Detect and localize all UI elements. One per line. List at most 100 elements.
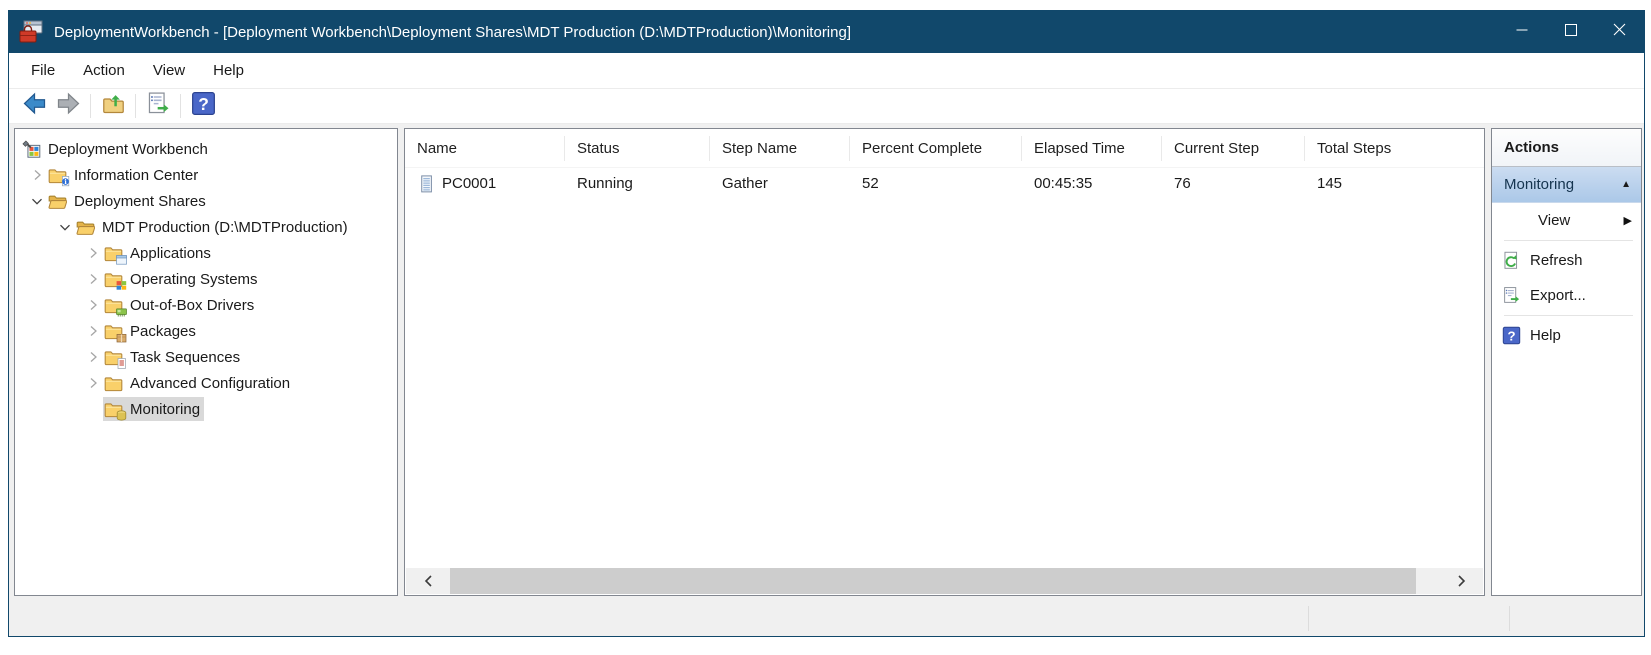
- tree-item-label: Operating Systems: [130, 270, 258, 288]
- title-bar: DeploymentWorkbench - [Deployment Workbe…: [9, 11, 1644, 53]
- tree-item-deployment-workbench[interactable]: Deployment Workbench: [15, 136, 397, 162]
- toolbar-separator: [180, 94, 181, 118]
- chevron-collapsed-icon[interactable]: [83, 374, 103, 392]
- chevron-collapsed-icon[interactable]: [83, 348, 103, 366]
- actions-separator: [1504, 315, 1633, 316]
- cell-percent-complete: 52: [850, 175, 1022, 192]
- tree-item-operating-systems[interactable]: Operating Systems: [15, 266, 397, 292]
- chevron-expanded-icon[interactable]: [27, 192, 47, 210]
- tree-item-mdt-production-d-mdtproduction[interactable]: MDT Production (D:\MDTProduction): [15, 214, 397, 240]
- column-header-total-steps[interactable]: Total Steps: [1305, 136, 1484, 161]
- app-icon: [18, 19, 44, 45]
- menu-view[interactable]: View: [152, 62, 186, 79]
- folder-driver-icon: [104, 296, 127, 316]
- tree-item-surface: Operating Systems: [103, 267, 262, 291]
- work-area: Deployment Workbench i Information Center D…: [9, 124, 1644, 601]
- tree-item-packages[interactable]: Packages: [15, 318, 397, 344]
- tree-item-surface: Advanced Configuration: [103, 371, 294, 395]
- chevron-spacer: [83, 400, 103, 418]
- column-header-label: Status: [577, 139, 620, 157]
- tree-item-advanced-configuration[interactable]: Advanced Configuration: [15, 370, 397, 396]
- close-button[interactable]: [1595, 11, 1644, 53]
- minimize-button[interactable]: [1497, 11, 1546, 53]
- maximize-button[interactable]: [1546, 11, 1595, 53]
- chevron-collapsed-icon[interactable]: [83, 270, 103, 288]
- tree-item-surface: Monitoring: [103, 397, 205, 421]
- cell-status: Running: [565, 175, 710, 192]
- table-row-pc0001[interactable]: PC0001 Running Gather 52 00:45:35 76 145: [405, 168, 1484, 199]
- back-button[interactable]: [17, 91, 51, 121]
- cell-text: 76: [1174, 175, 1191, 192]
- scrollbar-thumb[interactable]: [450, 568, 1416, 594]
- status-bar-separator: [1509, 606, 1510, 631]
- tree-item-label: Out-of-Box Drivers: [130, 296, 255, 314]
- help-button[interactable]: ?: [186, 91, 220, 121]
- chevron-collapsed-icon[interactable]: [83, 296, 103, 314]
- column-header-status[interactable]: Status: [565, 135, 710, 161]
- folder-package-icon: [104, 322, 127, 342]
- cell-text: Gather: [722, 175, 768, 192]
- tree-item-label: Packages: [130, 322, 196, 340]
- action-label: Help: [1530, 327, 1561, 344]
- refresh-icon: [1502, 251, 1522, 270]
- status-bar: [9, 601, 1644, 636]
- listview-body: PC0001 Running Gather 52 00:45:35 76 145: [405, 168, 1484, 199]
- tree-item-surface: i Information Center: [47, 163, 202, 187]
- scroll-left-button[interactable]: [406, 568, 450, 594]
- scroll-right-button[interactable]: [1439, 568, 1483, 594]
- tree-item-surface: Deployment Shares: [47, 189, 210, 213]
- actions-list: View ▶ Refresh Export... ? Help: [1492, 203, 1641, 353]
- column-header-step-name[interactable]: Step Name: [710, 135, 850, 161]
- up-one-level-button[interactable]: [96, 91, 130, 121]
- chevron-expanded-icon[interactable]: [55, 218, 75, 236]
- action-export[interactable]: Export...: [1492, 278, 1641, 313]
- column-header-elapsed-time[interactable]: Elapsed Time: [1022, 135, 1162, 161]
- action-label: Export...: [1530, 287, 1586, 304]
- toolbar-separator: [90, 94, 91, 118]
- tree-item-information-center[interactable]: i Information Center: [15, 162, 397, 188]
- column-header-label: Name: [417, 139, 458, 157]
- action-refresh[interactable]: Refresh: [1492, 243, 1641, 278]
- chevron-collapsed-icon[interactable]: [27, 166, 47, 184]
- column-header-percent-complete[interactable]: Percent Complete: [850, 135, 1022, 161]
- tree-item-surface: MDT Production (D:\MDTProduction): [75, 215, 352, 239]
- close-icon: [1613, 23, 1626, 41]
- column-header-name[interactable]: Name: [405, 135, 565, 161]
- forward-button[interactable]: [51, 91, 85, 121]
- svg-text:i: i: [64, 178, 67, 186]
- actions-pane-title: Actions: [1492, 129, 1641, 167]
- maximize-icon: [1564, 23, 1577, 41]
- actions-group-monitoring[interactable]: Monitoring ▲: [1492, 167, 1641, 203]
- collapse-caret-icon[interactable]: ▲: [1621, 179, 1631, 190]
- menu-help[interactable]: Help: [213, 62, 244, 79]
- actions-group-label: Monitoring: [1504, 176, 1575, 193]
- window-title: DeploymentWorkbench - [Deployment Workbe…: [54, 23, 851, 41]
- chevron-right-icon: [1457, 575, 1465, 587]
- export-list-icon: [146, 91, 171, 121]
- menu-file[interactable]: File: [31, 62, 56, 79]
- toolbar-separator: [135, 94, 136, 118]
- listview-header: Name Status Step Name Percent Complete Elaps…: [405, 129, 1484, 168]
- chevron-collapsed-icon[interactable]: [83, 322, 103, 340]
- chevron-collapsed-icon[interactable]: [83, 244, 103, 262]
- tree-item-applications[interactable]: Applications: [15, 240, 397, 266]
- tree-item-surface: Packages: [103, 319, 200, 343]
- column-header-current-step[interactable]: Current Step: [1162, 135, 1305, 161]
- cell-text: 145: [1317, 175, 1343, 192]
- tree-item-deployment-shares[interactable]: Deployment Shares: [15, 188, 397, 214]
- tree-item-out-of-box-drivers[interactable]: Out-of-Box Drivers: [15, 292, 397, 318]
- menu-action[interactable]: Action: [83, 62, 125, 79]
- up-folder-icon: [101, 91, 126, 121]
- tree-item-surface: Out-of-Box Drivers: [103, 293, 258, 317]
- tree-item-task-sequences[interactable]: Task Sequences: [15, 344, 397, 370]
- export-list-button[interactable]: [141, 91, 175, 121]
- console-tree-pane: Deployment Workbench i Information Center D…: [14, 128, 398, 596]
- action-view[interactable]: View ▶: [1492, 203, 1641, 238]
- tree-item-monitoring[interactable]: Monitoring: [15, 396, 397, 422]
- tree-item-label: Task Sequences: [130, 348, 241, 366]
- action-help[interactable]: ? Help: [1492, 318, 1641, 353]
- cell-step-name: Gather: [710, 175, 850, 192]
- cell-current-step: 76: [1162, 175, 1305, 192]
- cell-text: 52: [862, 175, 879, 192]
- horizontal-scrollbar[interactable]: [406, 568, 1483, 594]
